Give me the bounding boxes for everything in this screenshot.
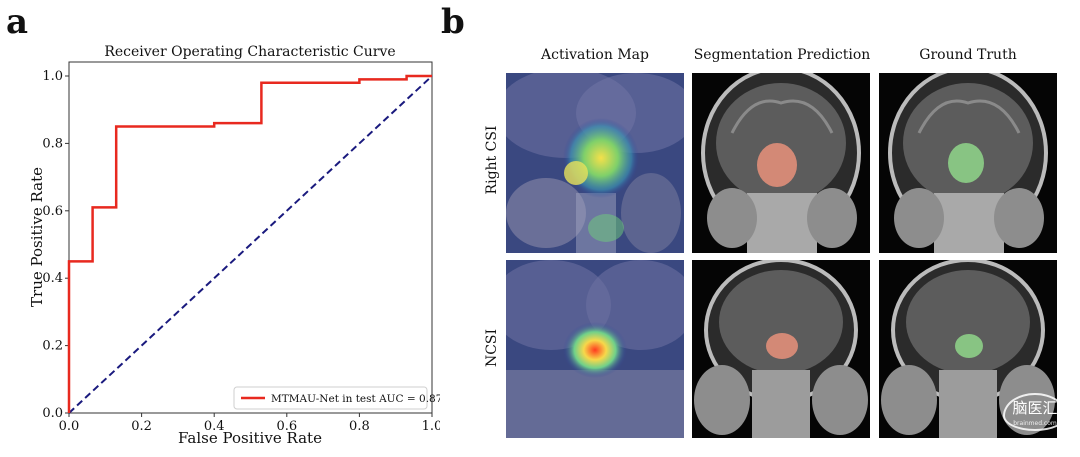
- roc-chart: Receiver Operating Characteristic Curve …: [28, 44, 440, 447]
- y-tick-label: 0.4: [42, 271, 63, 286]
- segmentation-prediction-right-csi: [692, 73, 870, 253]
- activation-map-right-csi: [506, 73, 684, 253]
- row-label-ncsi: NCSI: [484, 328, 500, 368]
- column-title-activation: Activation Map: [541, 47, 649, 63]
- x-tick-label: 0.4: [204, 419, 225, 434]
- watermark-logo: 脑医汇 brainmed.com: [1003, 393, 1067, 431]
- y-tick-label: 0.0: [42, 406, 63, 421]
- roc-curve-line: [67, 74, 432, 413]
- x-tick-label: 0.0: [59, 419, 80, 434]
- chance-diagonal-line: [68, 75, 433, 414]
- x-tick-label: 0.6: [276, 419, 297, 434]
- watermark-subtext: brainmed.com: [1013, 420, 1057, 427]
- legend-label: MTMAU-Net in test AUC = 0.87: [271, 393, 440, 405]
- column-title-segmentation: Segmentation Prediction: [693, 47, 871, 63]
- y-tick-label: 0.6: [42, 204, 63, 219]
- chart-title: Receiver Operating Characteristic Curve: [104, 44, 395, 60]
- x-axis-ticks: 0.0 0.2 0.4 0.6 0.8 1.0: [59, 413, 440, 434]
- x-tick-label: 0.2: [131, 419, 152, 434]
- y-tick-label: 1.0: [42, 69, 63, 84]
- y-tick-label: 0.2: [42, 339, 63, 354]
- plot-frame: [68, 61, 433, 414]
- activation-map-ncsi: [506, 260, 684, 438]
- y-axis-ticks: 0.0 0.2 0.4 0.6 0.8 1.0: [42, 69, 69, 421]
- x-tick-label: 1.0: [422, 419, 440, 434]
- ground-truth-ncsi: [879, 260, 1057, 438]
- column-title-ground-truth: Ground Truth: [919, 47, 1017, 63]
- watermark-text: 脑医汇: [1012, 399, 1058, 417]
- series-layer: [67, 74, 433, 414]
- row-label-right-csi: Right CSI: [484, 125, 500, 195]
- x-tick-label: 0.8: [349, 419, 370, 434]
- segmentation-prediction-ncsi: [692, 260, 870, 438]
- legend: MTMAU-Net in test AUC = 0.87: [233, 386, 440, 410]
- panel-a-letter: a: [6, 2, 29, 42]
- x-axis-label: False Positive Rate: [178, 429, 322, 447]
- ground-truth-right-csi: [879, 73, 1057, 253]
- y-axis-label: True Positive Rate: [28, 167, 46, 307]
- y-tick-label: 0.8: [42, 136, 63, 151]
- panel-b-letter: b: [441, 2, 465, 42]
